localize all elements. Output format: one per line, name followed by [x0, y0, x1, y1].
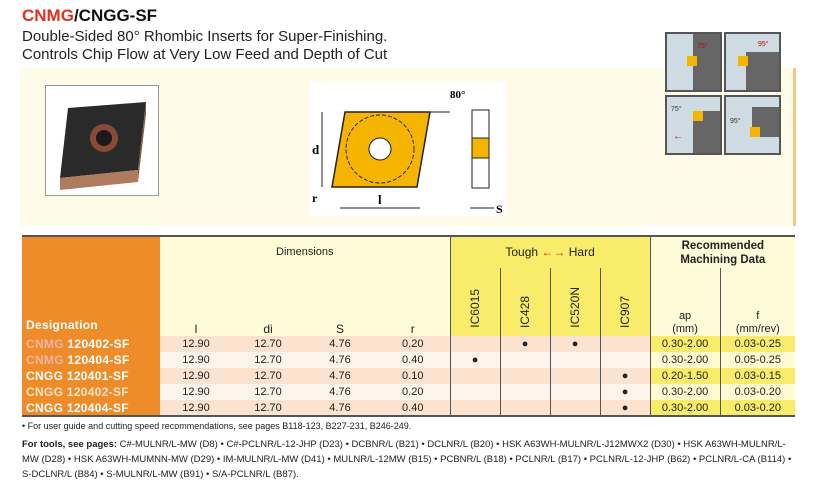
col-r: r — [376, 268, 451, 336]
grade-mark — [499, 384, 551, 400]
table-row: CNGG 120401-SF 12.90 12.70 4.76 0.10 ● 0.20-1.… — [22, 368, 796, 384]
dim-r: 0.40 — [376, 400, 451, 417]
svg-text:95°: 95° — [730, 117, 741, 125]
col-ap: ap (mm) — [649, 268, 721, 336]
grade-mark — [449, 384, 501, 400]
dim-l: 12.90 — [160, 400, 232, 417]
table-section: Designation Dimensions Tough ←→ Hard Rec… — [22, 235, 802, 482]
dim-di: 12.70 — [232, 384, 304, 400]
application-icon-1: 75° — [665, 32, 722, 92]
grade-ic6015: IC6015 — [449, 268, 501, 336]
insert-photo — [45, 85, 159, 196]
grade-mark: ● — [599, 384, 651, 400]
grade-mark: ● — [449, 352, 501, 368]
dim-s: 4.76 — [304, 400, 376, 417]
dim-di: 12.70 — [232, 352, 304, 368]
col-f: f (mm/rev) — [719, 268, 796, 336]
grade-mark — [499, 400, 551, 417]
s-label: S — [496, 202, 503, 216]
l-label: l — [378, 192, 382, 207]
dim-r: 0.40 — [376, 352, 451, 368]
designation-cell: CNGG 120401-SF — [22, 368, 160, 384]
grade-mark — [549, 352, 601, 368]
grade-mark — [449, 368, 501, 384]
grade-mark — [549, 384, 601, 400]
grade-mark — [549, 368, 601, 384]
col-l: l — [160, 268, 232, 336]
grade-mark — [549, 400, 601, 417]
table-row: CNMG 120402-SF 12.90 12.70 4.76 0.20 ● ● 0.30-2… — [22, 336, 796, 352]
grade-mark — [449, 400, 501, 417]
grade-mark — [449, 336, 501, 352]
grade-mark — [499, 352, 551, 368]
table-row: CNGG 120402-SF 12.90 12.70 4.76 0.20 ● 0.30-2.… — [22, 384, 796, 400]
insert-table: Designation Dimensions Tough ←→ Hard Rec… — [22, 235, 796, 417]
table-row: CNGG 120404-SF 12.90 12.70 4.76 0.40 ● 0.30-2.… — [22, 400, 796, 417]
dimensions-header: Dimensions — [160, 235, 451, 268]
grade-mark: ● — [599, 368, 651, 384]
f-value: 0.03-0.20 — [719, 400, 796, 417]
tools-note: For tools, see pages: C#-MULNR/L-MW (D8)… — [22, 439, 792, 480]
dim-di: 12.70 — [232, 400, 304, 417]
dim-s: 4.76 — [304, 336, 376, 352]
dim-s: 4.76 — [304, 384, 376, 400]
subtitle-1: Double-Sided 80° Rhombic Inserts for Sup… — [22, 28, 388, 45]
table-row: CNMG 120404-SF 12.90 12.70 4.76 0.40 ● 0.30-2.… — [22, 352, 796, 368]
insert-dimension-diagram: d r l 80° S — [310, 82, 506, 216]
ap-value: 0.30-2.00 — [649, 384, 721, 400]
ap-value: 0.30-2.00 — [649, 400, 721, 417]
svg-text:←: ← — [673, 131, 683, 142]
f-value: 0.03-0.15 — [719, 368, 796, 384]
col-s: S — [304, 268, 376, 336]
f-value: 0.05-0.25 — [719, 352, 796, 368]
application-icon-4: 95° — [724, 95, 781, 155]
subtitle-2: Controls Chip Flow at Very Low Feed and … — [22, 46, 388, 63]
dim-l: 12.90 — [160, 336, 232, 352]
recommended-header: Recommended Machining Data — [649, 235, 796, 268]
grade-mark: ● — [599, 400, 651, 417]
dim-s: 4.76 — [304, 368, 376, 384]
grade-mark: ● — [499, 336, 551, 352]
ap-value: 0.20-1.50 — [649, 368, 721, 384]
dim-di: 12.70 — [232, 368, 304, 384]
grade-mark: ● — [549, 336, 601, 352]
f-value: 0.03-0.25 — [719, 336, 796, 352]
designation-cell: CNGG 120402-SF — [22, 384, 160, 400]
designation-cell: CNMG 120402-SF — [22, 336, 160, 352]
page-title: CNMG/CNGG-SF — [22, 6, 158, 25]
svg-text:75°: 75° — [697, 42, 708, 50]
dim-r: 0.20 — [376, 384, 451, 400]
svg-text:95°: 95° — [758, 40, 769, 48]
dim-di: 12.70 — [232, 336, 304, 352]
col-di: di — [232, 268, 304, 336]
ap-value: 0.30-2.00 — [649, 336, 721, 352]
ap-value: 0.30-2.00 — [649, 352, 721, 368]
grade-mark — [499, 368, 551, 384]
dim-l: 12.90 — [160, 368, 232, 384]
grade-ic907: IC907 — [599, 268, 651, 336]
application-icon-2: 95° — [724, 32, 781, 92]
grades-header: Tough ←→ Hard — [449, 235, 651, 268]
f-value: 0.03-0.20 — [719, 384, 796, 400]
grade-ic520n: IC520N — [549, 268, 601, 336]
d-label: d — [312, 142, 320, 157]
grade-mark — [599, 352, 651, 368]
dim-l: 12.90 — [160, 384, 232, 400]
dim-r: 0.10 — [376, 368, 451, 384]
angle-label: 80° — [450, 89, 465, 101]
grade-mark — [599, 336, 651, 352]
svg-text:75°: 75° — [671, 105, 682, 113]
guide-note: • For user guide and cutting speed recom… — [22, 421, 412, 431]
dim-r: 0.20 — [376, 336, 451, 352]
dim-s: 4.76 — [304, 352, 376, 368]
designation-cell: CNMG 120404-SF — [22, 352, 160, 368]
application-icon-3: 75° ← — [665, 95, 722, 155]
designation-cell: CNGG 120404-SF — [22, 400, 160, 417]
grade-ic428: IC428 — [499, 268, 551, 336]
dim-l: 12.90 — [160, 352, 232, 368]
designation-header: Designation — [22, 235, 160, 336]
r-label: r — [312, 191, 318, 205]
